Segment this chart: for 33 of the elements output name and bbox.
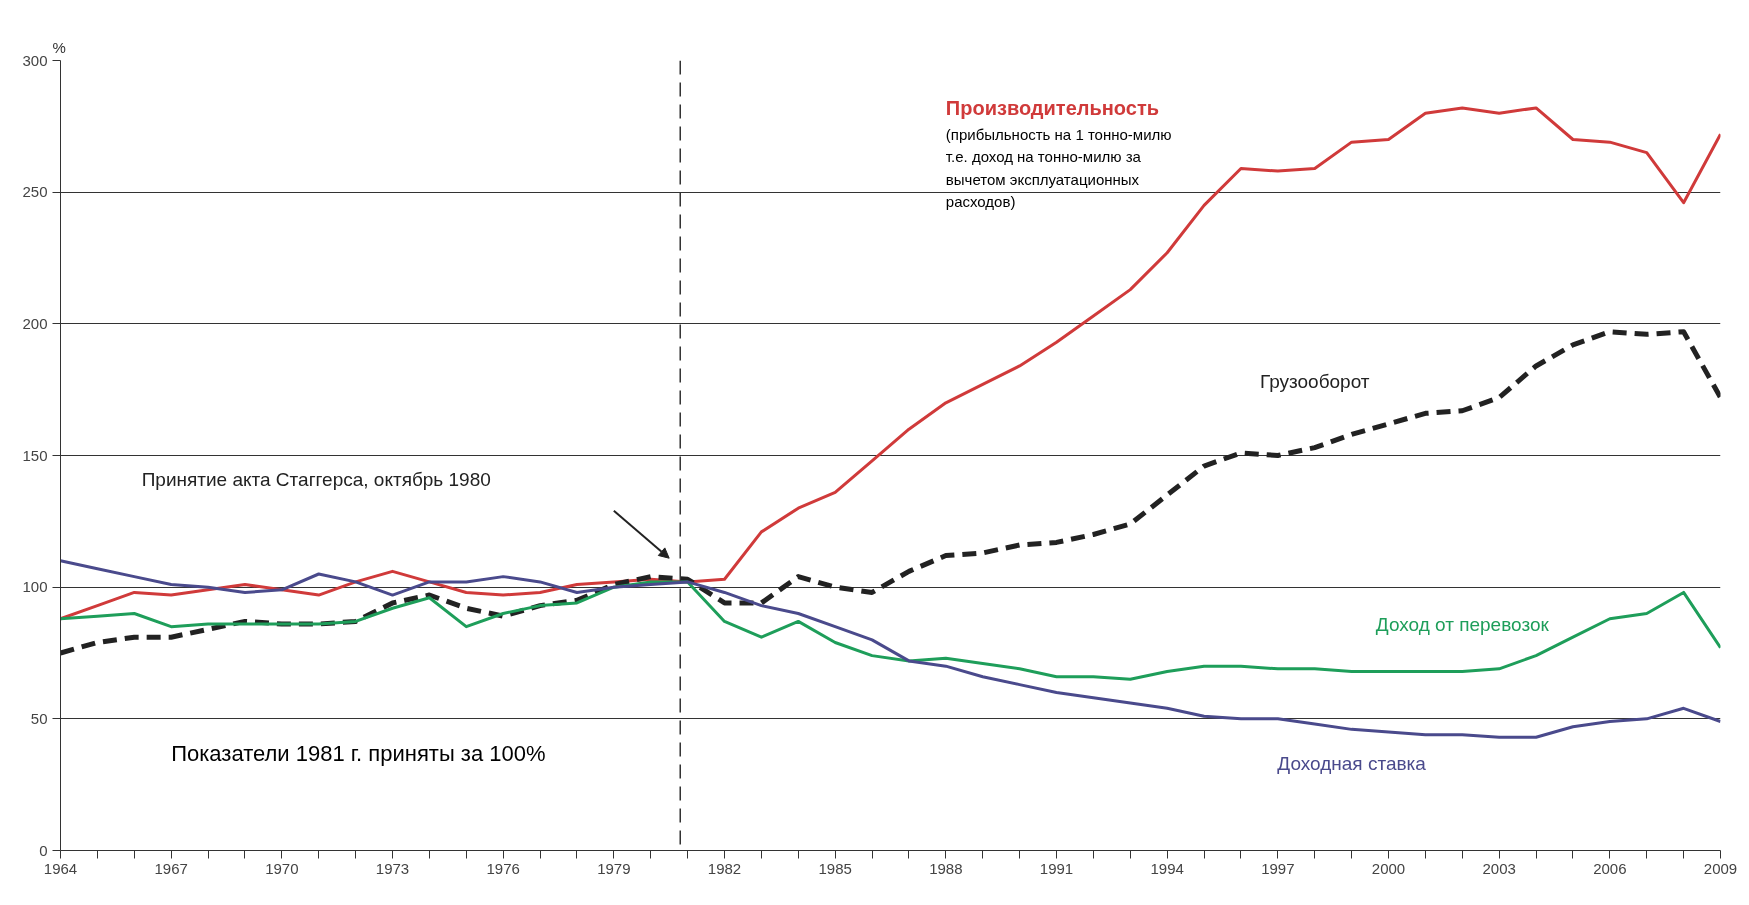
series-label: Доход от перевозок (1375, 613, 1550, 635)
y-tick-label: 200 (22, 314, 48, 332)
x-tick-label: 1964 (43, 859, 78, 877)
x-tick-label: 1976 (486, 859, 520, 877)
y-axis-title: % (52, 38, 66, 56)
annotation: Принятие акта Стаггерса, октябрь 1980 (141, 468, 491, 490)
y-tick-label: 150 (22, 446, 48, 464)
x-tick-label: 1991 (1039, 859, 1074, 877)
x-tick-label: 1997 (1261, 859, 1295, 877)
x-tick-label: 1970 (265, 859, 299, 877)
x-tick-label: 1967 (154, 859, 188, 877)
y-tick-label: 250 (22, 183, 48, 201)
y-tick-label: 0 (39, 841, 48, 859)
text: Производительность (945, 96, 1160, 119)
annotation: (прибыльность на 1 тонно-милю т.е. доход на тонно-милю за вычетом эксплуатационных расходов) (945, 126, 1172, 210)
x-tick-label: 1985 (818, 859, 852, 877)
y-tick-label: 300 (22, 51, 48, 69)
x-tick-label: 1982 (707, 859, 742, 877)
line-series (60, 559, 1721, 739)
x-tick-label: 2009 (1703, 859, 1738, 877)
x-tick-label: 2003 (1482, 859, 1516, 877)
annotation: Показатели 1981 г. приняты за 100% (171, 740, 546, 766)
x-tick-label: 1979 (597, 859, 631, 877)
series-label: Доходная ставка (1277, 753, 1427, 775)
series-label: Грузооборот (1259, 371, 1370, 393)
x-tick-label: 2006 (1593, 859, 1627, 877)
x-tick-label: 2000 (1371, 859, 1406, 877)
x-tick-label: 1994 (1150, 859, 1184, 877)
x-tick-label: 1973 (375, 859, 410, 877)
line-series (60, 580, 1721, 681)
x-tick-label: 1988 (929, 859, 963, 877)
y-tick-label: 50 (30, 709, 48, 727)
y-tick-label: 100 (22, 578, 48, 596)
